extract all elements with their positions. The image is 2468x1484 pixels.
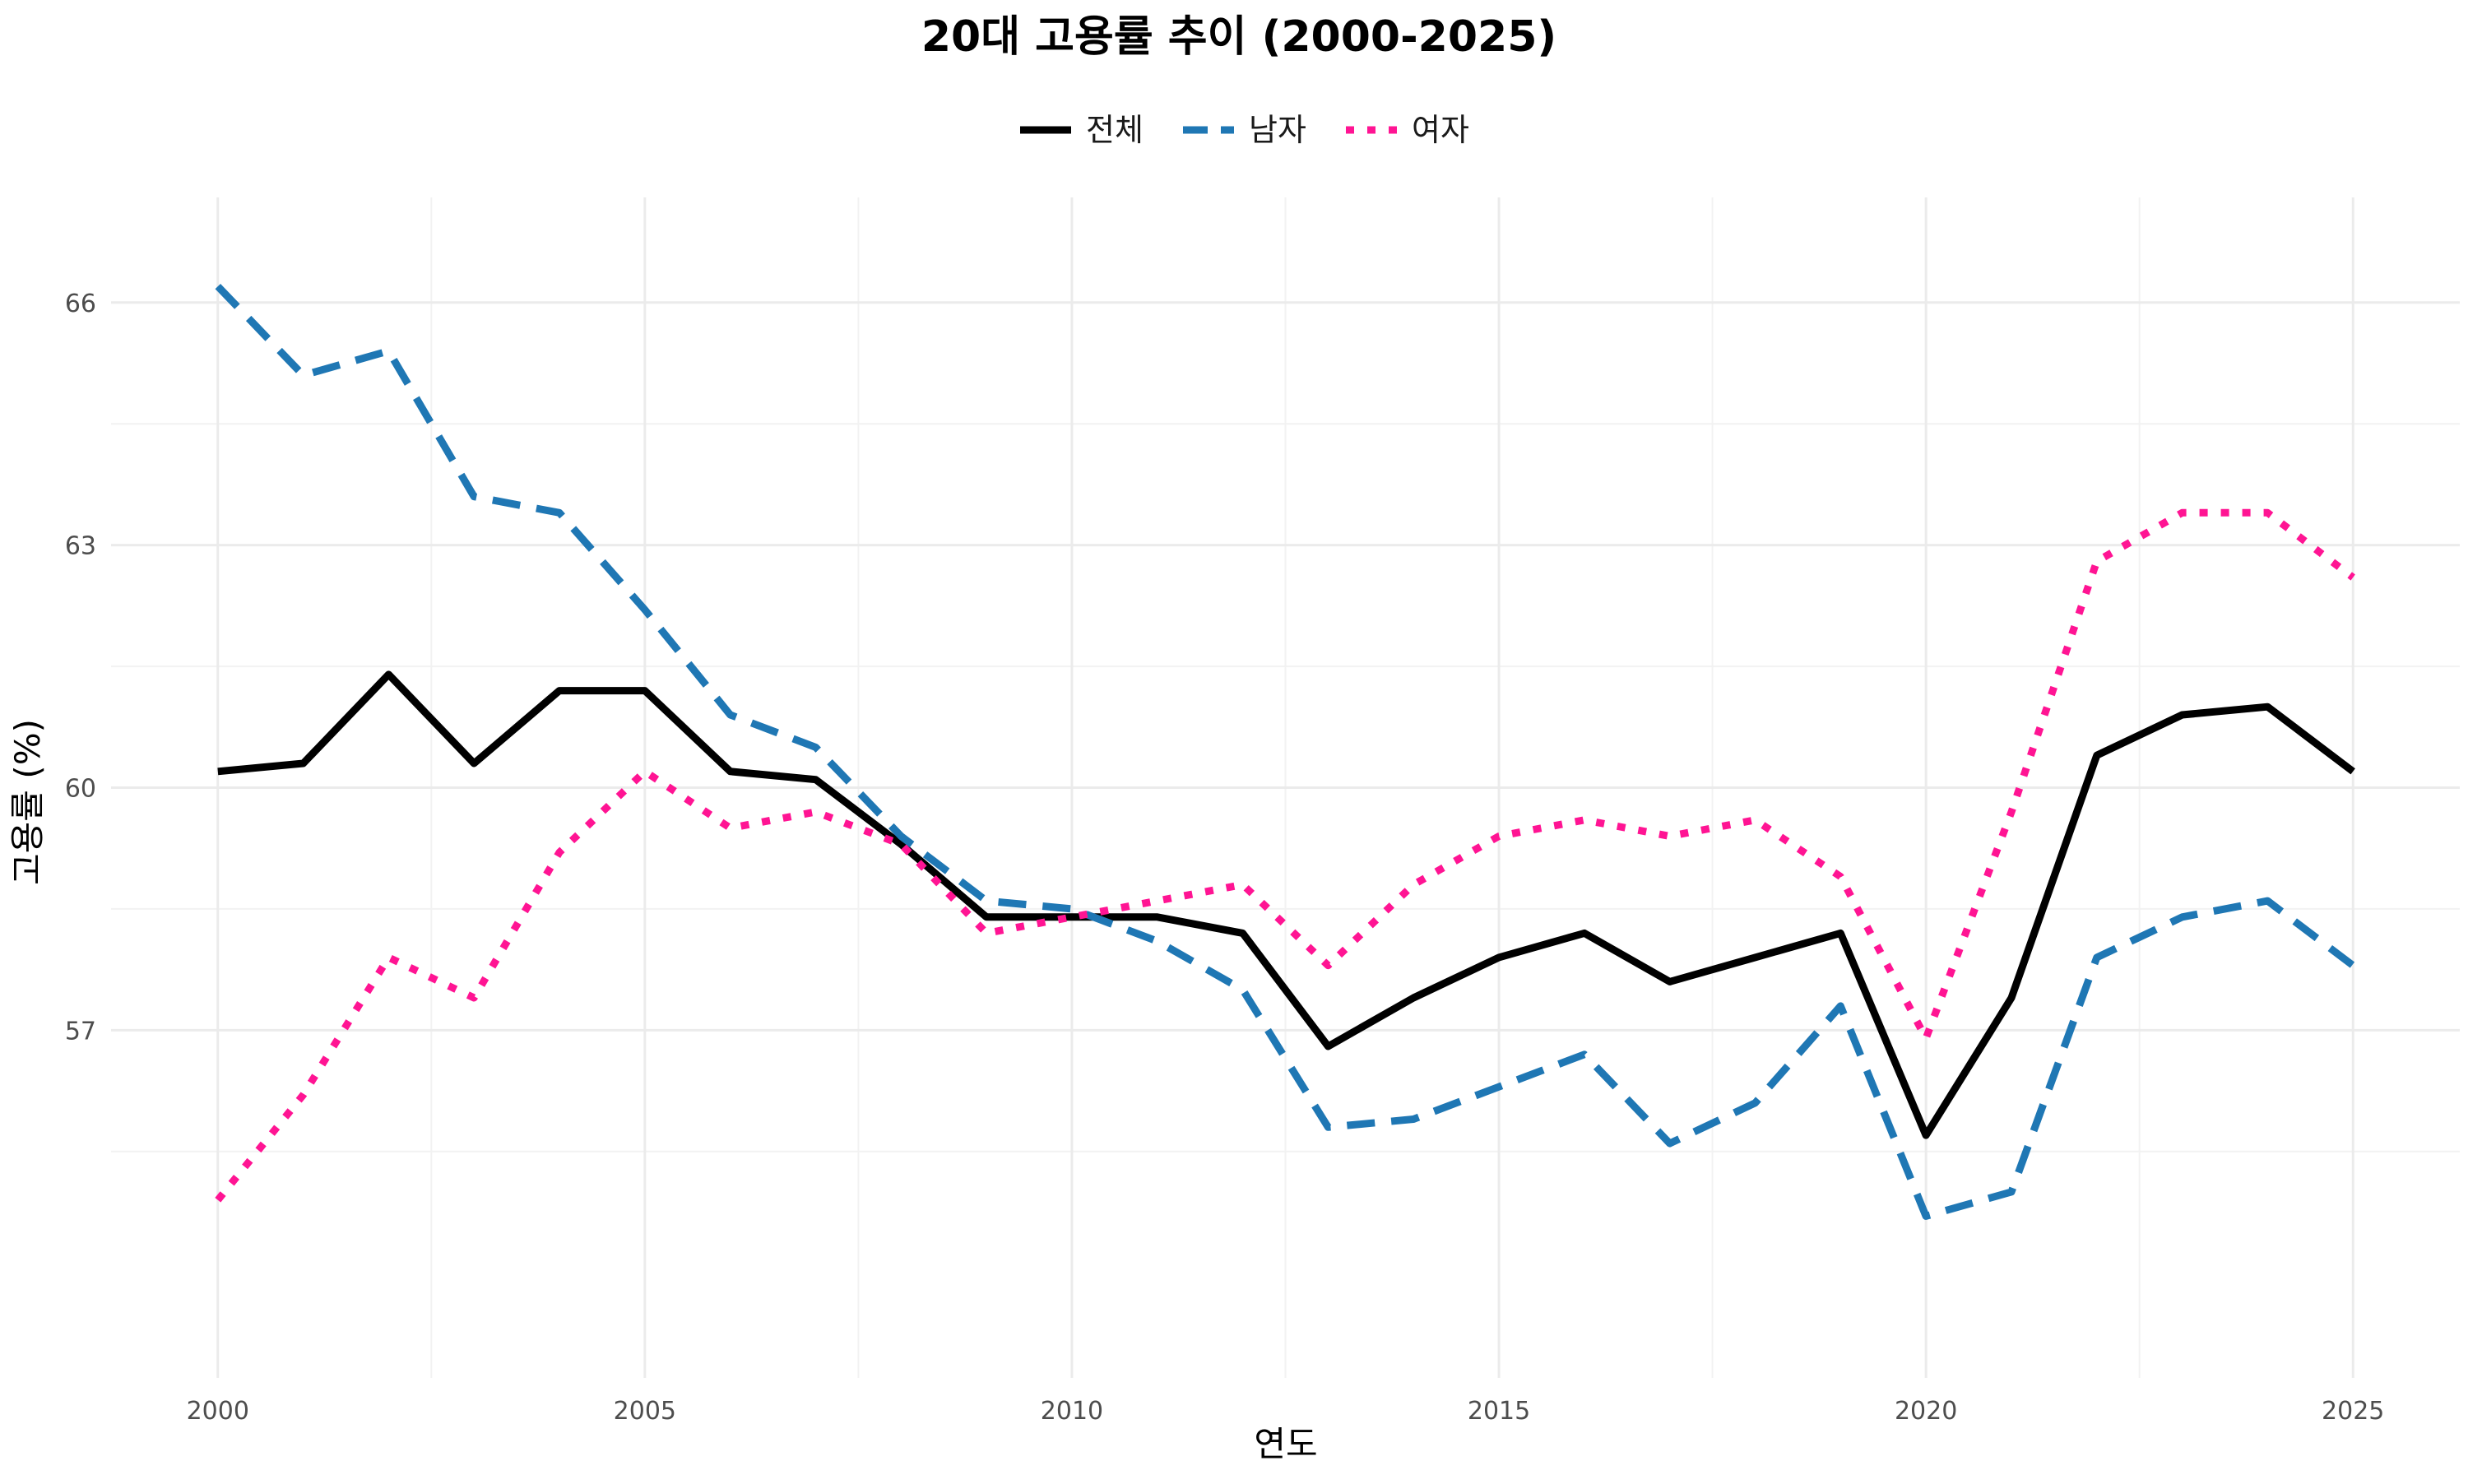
x-tick-label: 2005 <box>614 1397 676 1426</box>
series-line-3 <box>215 508 2355 1203</box>
y-tick-label: 60 <box>65 775 96 804</box>
series-layer <box>215 283 2355 1220</box>
x-tick-label: 2025 <box>2322 1397 2384 1426</box>
series-line-1 <box>217 670 2355 1139</box>
legend-label-2: 남자 <box>1249 112 1306 148</box>
x-tick-label: 2015 <box>1468 1397 1530 1426</box>
grid <box>111 197 2460 1378</box>
x-tick-label: 2010 <box>1041 1397 1103 1426</box>
y-tick-label: 57 <box>65 1017 96 1046</box>
y-axis-ticks: 57 60 63 66 <box>65 290 96 1046</box>
legend-label-3: 여자 <box>1412 112 1469 148</box>
legend: 전체 남자 여자 <box>1020 112 1469 148</box>
x-axis-ticks: 2000 2005 2010 2015 2020 2025 <box>187 1397 2385 1426</box>
chart-title: 20대 고용률 추이 (2000-2025) <box>921 12 1556 62</box>
legend-label-1: 전체 <box>1086 112 1144 148</box>
x-tick-label: 2020 <box>1895 1397 1957 1426</box>
x-tick-label: 2000 <box>187 1397 249 1426</box>
y-tick-label: 66 <box>65 290 96 318</box>
series-line-2 <box>215 283 2355 1220</box>
y-tick-label: 63 <box>65 532 96 561</box>
y-axis-title: 고용률 (%) <box>7 719 48 885</box>
x-axis-title: 연도 <box>1254 1424 1317 1464</box>
